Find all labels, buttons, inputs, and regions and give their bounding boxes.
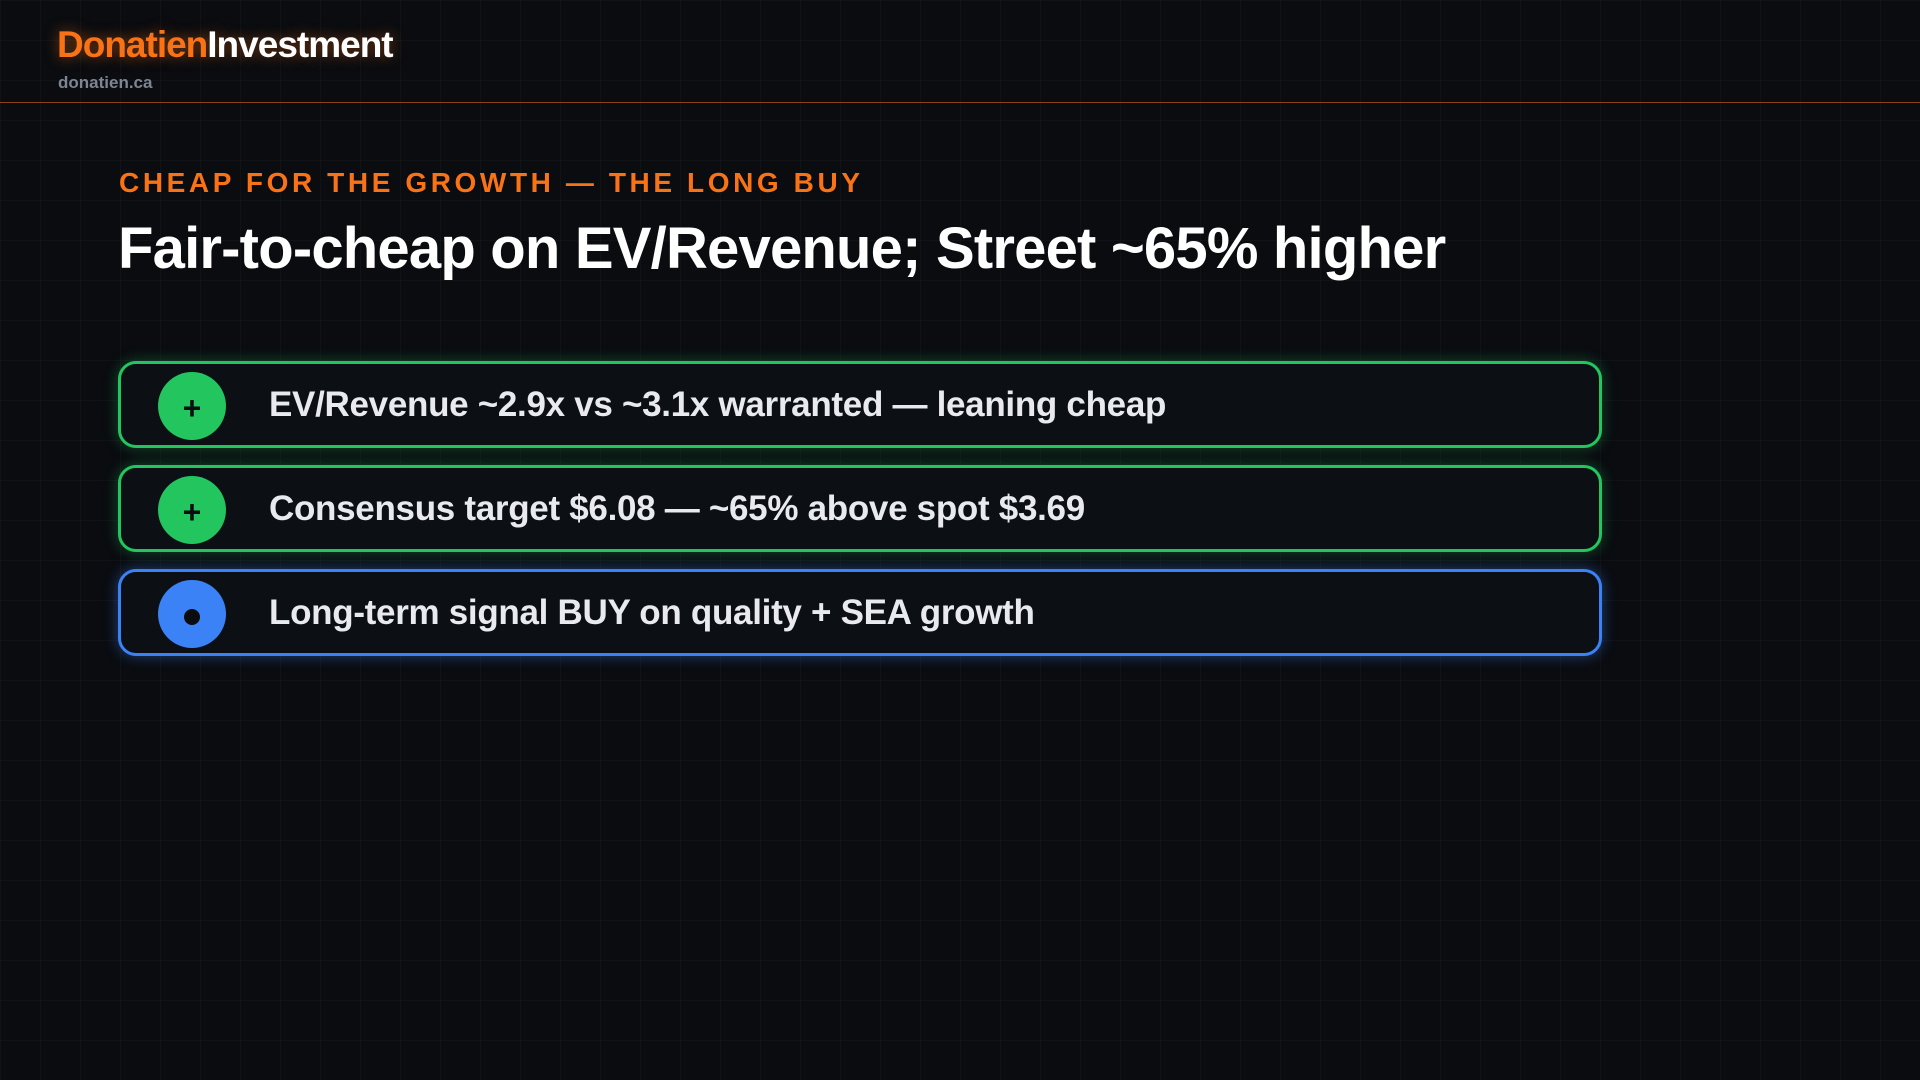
signal-row: + EV/Revenue ~2.9x vs ~3.1x warranted — …: [118, 361, 1602, 448]
header-bar: DonatienInvestment donatien.ca: [0, 0, 1920, 103]
signal-list: + EV/Revenue ~2.9x vs ~3.1x warranted — …: [118, 361, 1602, 673]
signal-text: EV/Revenue ~2.9x vs ~3.1x warranted — le…: [269, 384, 1167, 424]
signal-row: Long-term signal BUY on quality + SEA gr…: [118, 569, 1602, 656]
brand-logo: DonatienInvestment: [57, 22, 394, 68]
plus-icon: +: [158, 476, 226, 544]
plus-symbol: +: [182, 494, 202, 530]
dot-icon: [158, 580, 226, 648]
plus-icon: +: [158, 372, 226, 440]
signal-text: Consensus target $6.08 — ~65% above spot…: [269, 488, 1085, 528]
signal-row: + Consensus target $6.08 — ~65% above sp…: [118, 465, 1602, 552]
slide-eyebrow: CHEAP FOR THE GROWTH — THE LONG BUY: [119, 167, 864, 198]
plus-symbol: +: [182, 390, 202, 426]
brand-domain: donatien.ca: [58, 73, 153, 92]
brand-primary: Donatien: [57, 24, 208, 65]
brand-secondary: Investment: [207, 24, 393, 65]
signal-text: Long-term signal BUY on quality + SEA gr…: [269, 592, 1035, 632]
dot-symbol: [184, 609, 200, 625]
slide-title: Fair-to-cheap on EV/Revenue; Street ~65%…: [118, 216, 1446, 281]
